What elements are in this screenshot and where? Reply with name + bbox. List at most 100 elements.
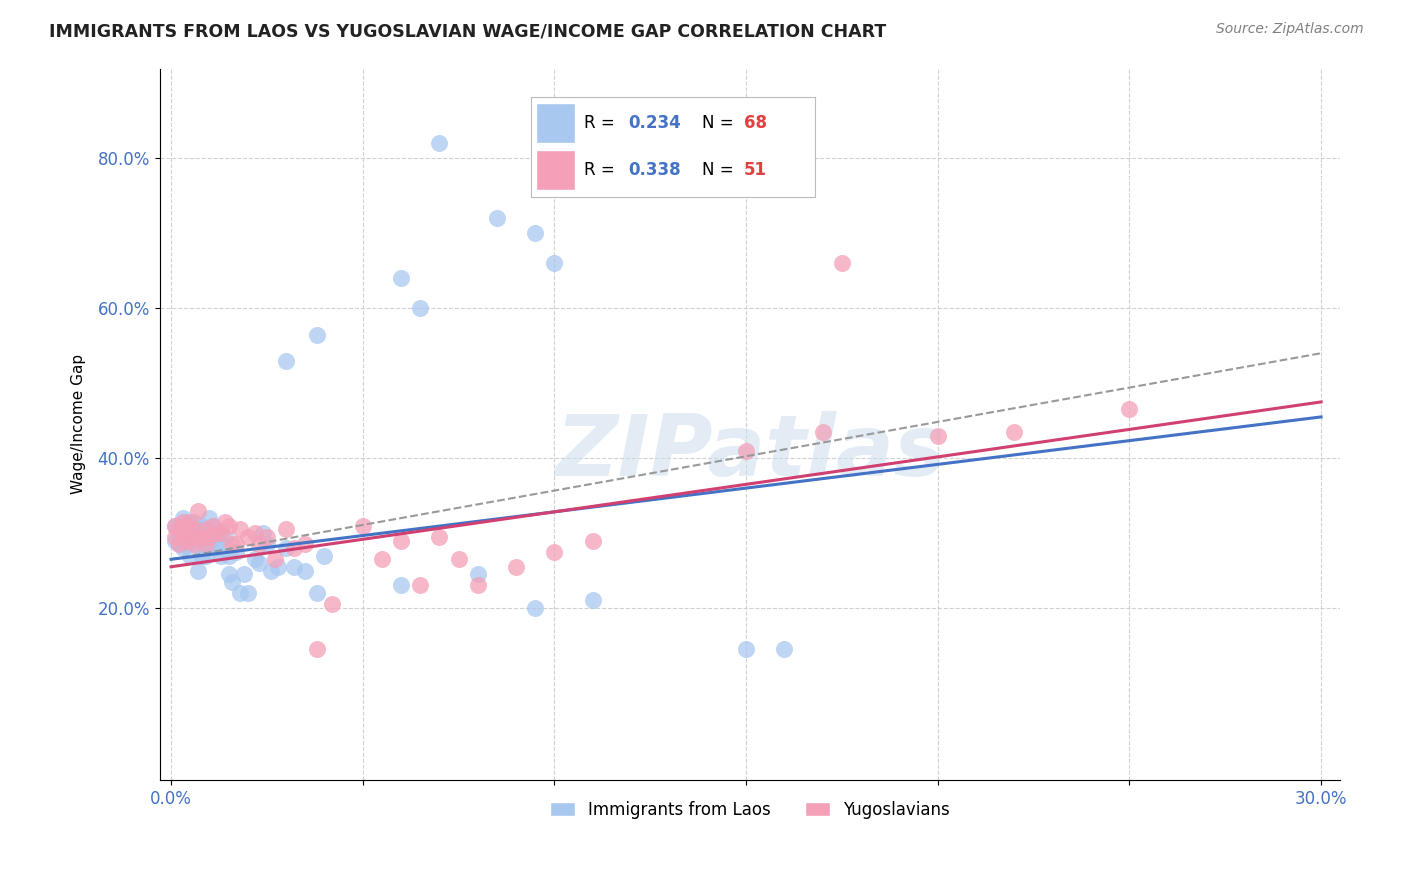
Point <box>389 533 412 548</box>
Point <box>429 136 451 151</box>
Text: ZIPatlas: ZIPatlas <box>555 411 945 494</box>
Point <box>582 593 605 607</box>
Point <box>214 515 236 529</box>
Point <box>187 533 209 548</box>
Point <box>172 533 194 548</box>
Point <box>274 541 297 555</box>
Point <box>232 567 254 582</box>
Point <box>831 256 853 270</box>
Point <box>176 515 198 529</box>
Point <box>1002 425 1025 439</box>
Point <box>218 518 240 533</box>
Point <box>179 518 201 533</box>
Point <box>229 522 252 536</box>
Point <box>305 586 328 600</box>
Point <box>543 256 565 270</box>
Point <box>429 530 451 544</box>
Point <box>260 564 283 578</box>
Point <box>263 552 285 566</box>
Point <box>183 522 205 536</box>
Point <box>183 515 205 529</box>
Point <box>167 518 190 533</box>
Point <box>172 541 194 555</box>
Point <box>179 526 201 541</box>
Point <box>205 526 228 541</box>
Point <box>209 537 232 551</box>
Point <box>305 327 328 342</box>
Point <box>1118 402 1140 417</box>
Point <box>229 586 252 600</box>
Point <box>163 518 186 533</box>
Legend: Immigrants from Laos, Yugoslavians: Immigrants from Laos, Yugoslavians <box>544 794 956 825</box>
Point <box>187 564 209 578</box>
Point <box>194 541 217 555</box>
Point <box>389 271 412 285</box>
Point <box>179 537 201 551</box>
Point <box>294 564 316 578</box>
Point <box>187 522 209 536</box>
Point <box>183 530 205 544</box>
Point <box>735 642 758 657</box>
Point <box>283 559 305 574</box>
Point <box>245 526 267 541</box>
Point <box>409 578 432 592</box>
Point <box>187 530 209 544</box>
Point <box>371 552 394 566</box>
Point <box>256 530 278 544</box>
Point <box>314 549 336 563</box>
Point <box>927 428 949 442</box>
Point <box>194 549 217 563</box>
Point <box>163 533 186 548</box>
Text: IMMIGRANTS FROM LAOS VS YUGOSLAVIAN WAGE/INCOME GAP CORRELATION CHART: IMMIGRANTS FROM LAOS VS YUGOSLAVIAN WAGE… <box>49 22 886 40</box>
Point <box>321 597 343 611</box>
Point <box>225 545 247 559</box>
Point <box>198 511 221 525</box>
Point <box>485 211 508 226</box>
Point <box>389 578 412 592</box>
Point <box>267 559 290 574</box>
Point <box>236 530 259 544</box>
Point <box>163 518 186 533</box>
Point <box>167 537 190 551</box>
Point <box>247 556 270 570</box>
Point <box>198 537 221 551</box>
Point <box>176 537 198 551</box>
Point <box>163 530 186 544</box>
Point <box>190 530 212 544</box>
Point <box>167 530 190 544</box>
Point <box>205 526 228 541</box>
Point <box>305 642 328 657</box>
Point <box>198 530 221 544</box>
Point <box>202 518 225 533</box>
Point <box>256 537 278 551</box>
Point <box>176 530 198 544</box>
Point <box>187 530 209 544</box>
Point <box>447 552 470 566</box>
Point <box>221 537 243 551</box>
Point <box>218 549 240 563</box>
Point <box>409 301 432 316</box>
Point <box>176 518 198 533</box>
Point <box>225 537 247 551</box>
Point <box>283 541 305 555</box>
Point <box>167 537 190 551</box>
Point <box>543 545 565 559</box>
Point <box>190 518 212 533</box>
Point <box>194 537 217 551</box>
Point <box>176 522 198 536</box>
Point <box>179 530 201 544</box>
Point <box>190 530 212 544</box>
Point <box>202 530 225 544</box>
Point <box>176 533 198 548</box>
Y-axis label: Wage/Income Gap: Wage/Income Gap <box>72 354 86 494</box>
Point <box>172 526 194 541</box>
Point <box>205 541 228 555</box>
Point <box>214 530 236 544</box>
Point <box>172 511 194 525</box>
Point <box>524 227 547 241</box>
Point <box>202 518 225 533</box>
Point <box>735 443 758 458</box>
Point <box>194 526 217 541</box>
Point <box>352 518 374 533</box>
Point <box>183 526 205 541</box>
